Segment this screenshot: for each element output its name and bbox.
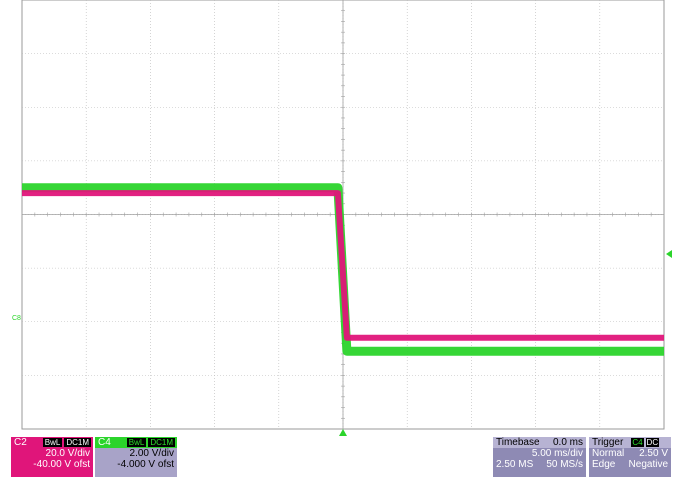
- waveform-traces: [22, 183, 664, 356]
- channel-c2-panel[interactable]: C2 BwL DC1M 20.0 V/div -40.00 V ofst: [11, 437, 93, 477]
- channel-c4-offset: -4.000 V ofst: [117, 459, 174, 470]
- channel-c4-scale: 2.00 V/div: [129, 448, 174, 459]
- channel-c4-name: C4: [98, 437, 111, 448]
- timebase-panel[interactable]: Timebase 0.0 ms 5.00 ms/div 2.50 MS 50 MS/…: [493, 437, 586, 477]
- trigger-panel[interactable]: Trigger C4 DC Normal 2.50 V Edge Negative: [589, 437, 671, 477]
- channel-c4-bwl-badge: BwL: [126, 438, 147, 447]
- timebase-label: Timebase: [496, 437, 540, 448]
- channel-c2-coupling-badge: DC1M: [64, 438, 92, 447]
- trigger-slope: Negative: [628, 459, 668, 470]
- trigger-label: Trigger: [592, 437, 624, 448]
- trigger-level: 2.50 V: [639, 448, 668, 459]
- timebase-rate: 50 MS/s: [546, 459, 583, 470]
- channel-c2-offset: -40.00 V ofst: [33, 459, 90, 470]
- trigger-position-marker: [339, 429, 347, 436]
- timebase-delay: 0.0 ms: [552, 437, 583, 448]
- timebase-scale: 5.00 ms/div: [531, 448, 583, 459]
- timebase-samples: 2.50 MS: [496, 459, 534, 470]
- channel-c4-coupling-badge: DC1M: [148, 438, 176, 447]
- trigger-source-badge: C4: [631, 438, 644, 447]
- channel-c2-name: C2: [14, 437, 27, 448]
- ground-marker-c8: C8: [12, 315, 21, 322]
- channel-c2-bwl-badge: BwL: [42, 438, 63, 447]
- trace-c2: [22, 190, 664, 341]
- trigger-mode: Normal: [592, 448, 625, 459]
- channel-c4-panel[interactable]: C4 BwL DC1M 2.00 V/div -4.000 V ofst: [95, 437, 177, 477]
- trigger-type: Edge: [592, 459, 616, 470]
- trigger-coupling-badge: DC: [645, 438, 660, 447]
- channel-c2-scale: 20.0 V/div: [45, 448, 90, 459]
- trigger-level-marker: [666, 250, 672, 258]
